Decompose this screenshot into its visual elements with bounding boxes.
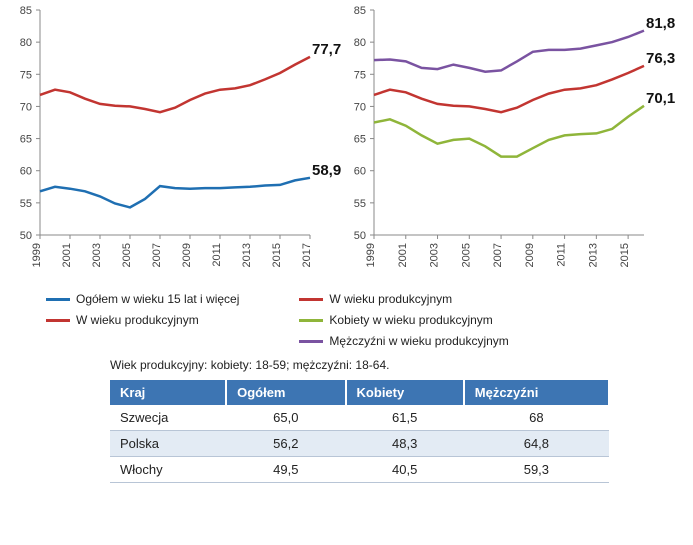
table-header-cell: Kraj xyxy=(110,380,226,405)
end-label-kobiety-produkcyjny: 70,1 xyxy=(646,90,675,107)
end-label-mezczyzni-produkcyjny: 81,8 xyxy=(646,15,675,32)
series-wiek-produkcyjny xyxy=(40,57,310,112)
table-header-row: KrajOgółemKobietyMężczyźni xyxy=(110,380,609,405)
y-tick-label: 80 xyxy=(20,37,32,49)
y-tick-label: 65 xyxy=(354,134,366,146)
table-row: Włochy49,540,559,3 xyxy=(110,456,609,482)
legend-label: W wieku produkcyjnym xyxy=(329,290,452,309)
table-cell: 64,8 xyxy=(464,430,609,456)
x-tick-label: 2013 xyxy=(587,243,599,267)
table-row: Szwecja65,061,568 xyxy=(110,405,609,431)
legend-swatch xyxy=(46,319,70,322)
legend-swatch xyxy=(299,340,323,343)
series-ogolem-15-plus xyxy=(40,178,310,208)
table-row: Polska56,248,364,8 xyxy=(110,430,609,456)
table-cell: Polska xyxy=(110,430,226,456)
y-tick-label: 80 xyxy=(354,37,366,49)
y-tick-label: 60 xyxy=(354,166,366,178)
charts-row: 50 55 60 65 70 75 80 85 1999 2001 2003 2005 2007 2009… xyxy=(0,0,693,290)
end-label-wiek-produkcyjny: 77,7 xyxy=(312,41,341,58)
table-header-cell: Mężczyźni xyxy=(464,380,609,405)
y-tick-label: 55 xyxy=(20,198,32,210)
y-tick-label: 65 xyxy=(20,134,32,146)
table-cell: Szwecja xyxy=(110,405,226,431)
legend-item-mezczyzni-produkcyjny: Mężczyźni w wieku produkcyjnym xyxy=(299,332,508,351)
x-tick-label: 2001 xyxy=(61,243,73,267)
legend-item-ogolem-15-plus: Ogółem w wieku 15 lat i więcej xyxy=(46,290,239,309)
legend-label: W wieku produkcyjnym xyxy=(76,311,199,330)
table-header-cell: Kobiety xyxy=(346,380,464,405)
y-tick-label: 60 xyxy=(20,166,32,178)
series-wiek-produkcyjny xyxy=(374,66,644,112)
table-cell: 48,3 xyxy=(346,430,464,456)
legend-label: Ogółem w wieku 15 lat i więcej xyxy=(76,290,239,309)
y-tick-label: 70 xyxy=(354,101,366,113)
legend-item-wiek-produkcyjny: W wieku produkcyjnym xyxy=(46,311,239,330)
y-tick-label: 75 xyxy=(20,69,32,81)
x-tick-label: 2017 xyxy=(301,243,313,267)
y-tick-label: 85 xyxy=(354,5,366,17)
legend-item-kobiety-produkcyjny: Kobiety w wieku produkcyjnym xyxy=(299,311,508,330)
table-cell: 49,5 xyxy=(226,456,345,482)
y-tick-label: 85 xyxy=(20,5,32,17)
right-chart-legend: W wieku produkcyjnym Kobiety w wieku pro… xyxy=(239,290,508,354)
page: 50 55 60 65 70 75 80 85 1999 2001 2003 2005 2007 2009… xyxy=(0,0,693,545)
y-tick-label: 55 xyxy=(354,198,366,210)
footnote: Wiek produkcyjny: kobiety: 18-59; mężczy… xyxy=(0,358,693,372)
table-cell: 40,5 xyxy=(346,456,464,482)
table-cell: 56,2 xyxy=(226,430,345,456)
legend-swatch xyxy=(299,298,323,301)
x-tick-label: 2011 xyxy=(556,243,568,267)
legend-item-wiek-produkcyjny: W wieku produkcyjnym xyxy=(299,290,508,309)
y-tick-label: 70 xyxy=(20,101,32,113)
table-cell: 68 xyxy=(464,405,609,431)
legend-label: Mężczyźni w wieku produkcyjnym xyxy=(329,332,508,351)
x-tick-label: 2003 xyxy=(429,243,441,267)
x-tick-label: 2009 xyxy=(524,243,536,267)
x-tick-label: 2015 xyxy=(619,243,631,267)
left-chart-legend: Ogółem w wieku 15 lat i więcej W wieku p… xyxy=(0,290,239,354)
x-tick-label: 2009 xyxy=(181,243,193,267)
end-label-ogolem-15-plus: 58,9 xyxy=(312,162,341,179)
x-tick-label: 2005 xyxy=(460,243,472,267)
x-tick-label: 2013 xyxy=(241,243,253,267)
y-tick-label: 75 xyxy=(354,69,366,81)
table-cell: 65,0 xyxy=(226,405,345,431)
end-label-wiek-produkcyjny: 76,3 xyxy=(646,50,675,67)
y-tick-label: 50 xyxy=(20,230,32,242)
x-tick-label: 2007 xyxy=(492,243,504,267)
table-cell: 59,3 xyxy=(464,456,609,482)
x-tick-label: 2001 xyxy=(397,243,409,267)
series-kobiety-produkcyjny xyxy=(374,106,644,157)
x-tick-label: 2003 xyxy=(91,243,103,267)
x-tick-label: 1999 xyxy=(365,243,377,267)
table-header-cell: Ogółem xyxy=(226,380,345,405)
legend-swatch xyxy=(46,298,70,301)
table-cell: 61,5 xyxy=(346,405,464,431)
series-mezczyzni-produkcyjny xyxy=(374,31,644,72)
x-tick-label: 2007 xyxy=(151,243,163,267)
right-chart: 50 55 60 65 70 75 80 85 1999 2001 2003 2005 2007 2009… xyxy=(340,0,693,290)
y-tick-label: 50 xyxy=(354,230,366,242)
x-tick-label: 2005 xyxy=(121,243,133,267)
x-tick-label: 1999 xyxy=(31,243,43,267)
legend-swatch xyxy=(299,319,323,322)
left-chart: 50 55 60 65 70 75 80 85 1999 2001 2003 2005 2007 2009… xyxy=(0,0,340,290)
legend-label: Kobiety w wieku produkcyjnym xyxy=(329,311,492,330)
x-tick-label: 2011 xyxy=(211,243,223,267)
x-tick-label: 2015 xyxy=(271,243,283,267)
data-table: KrajOgółemKobietyMężczyźniSzwecja65,061,… xyxy=(110,380,610,483)
table-cell: Włochy xyxy=(110,456,226,482)
